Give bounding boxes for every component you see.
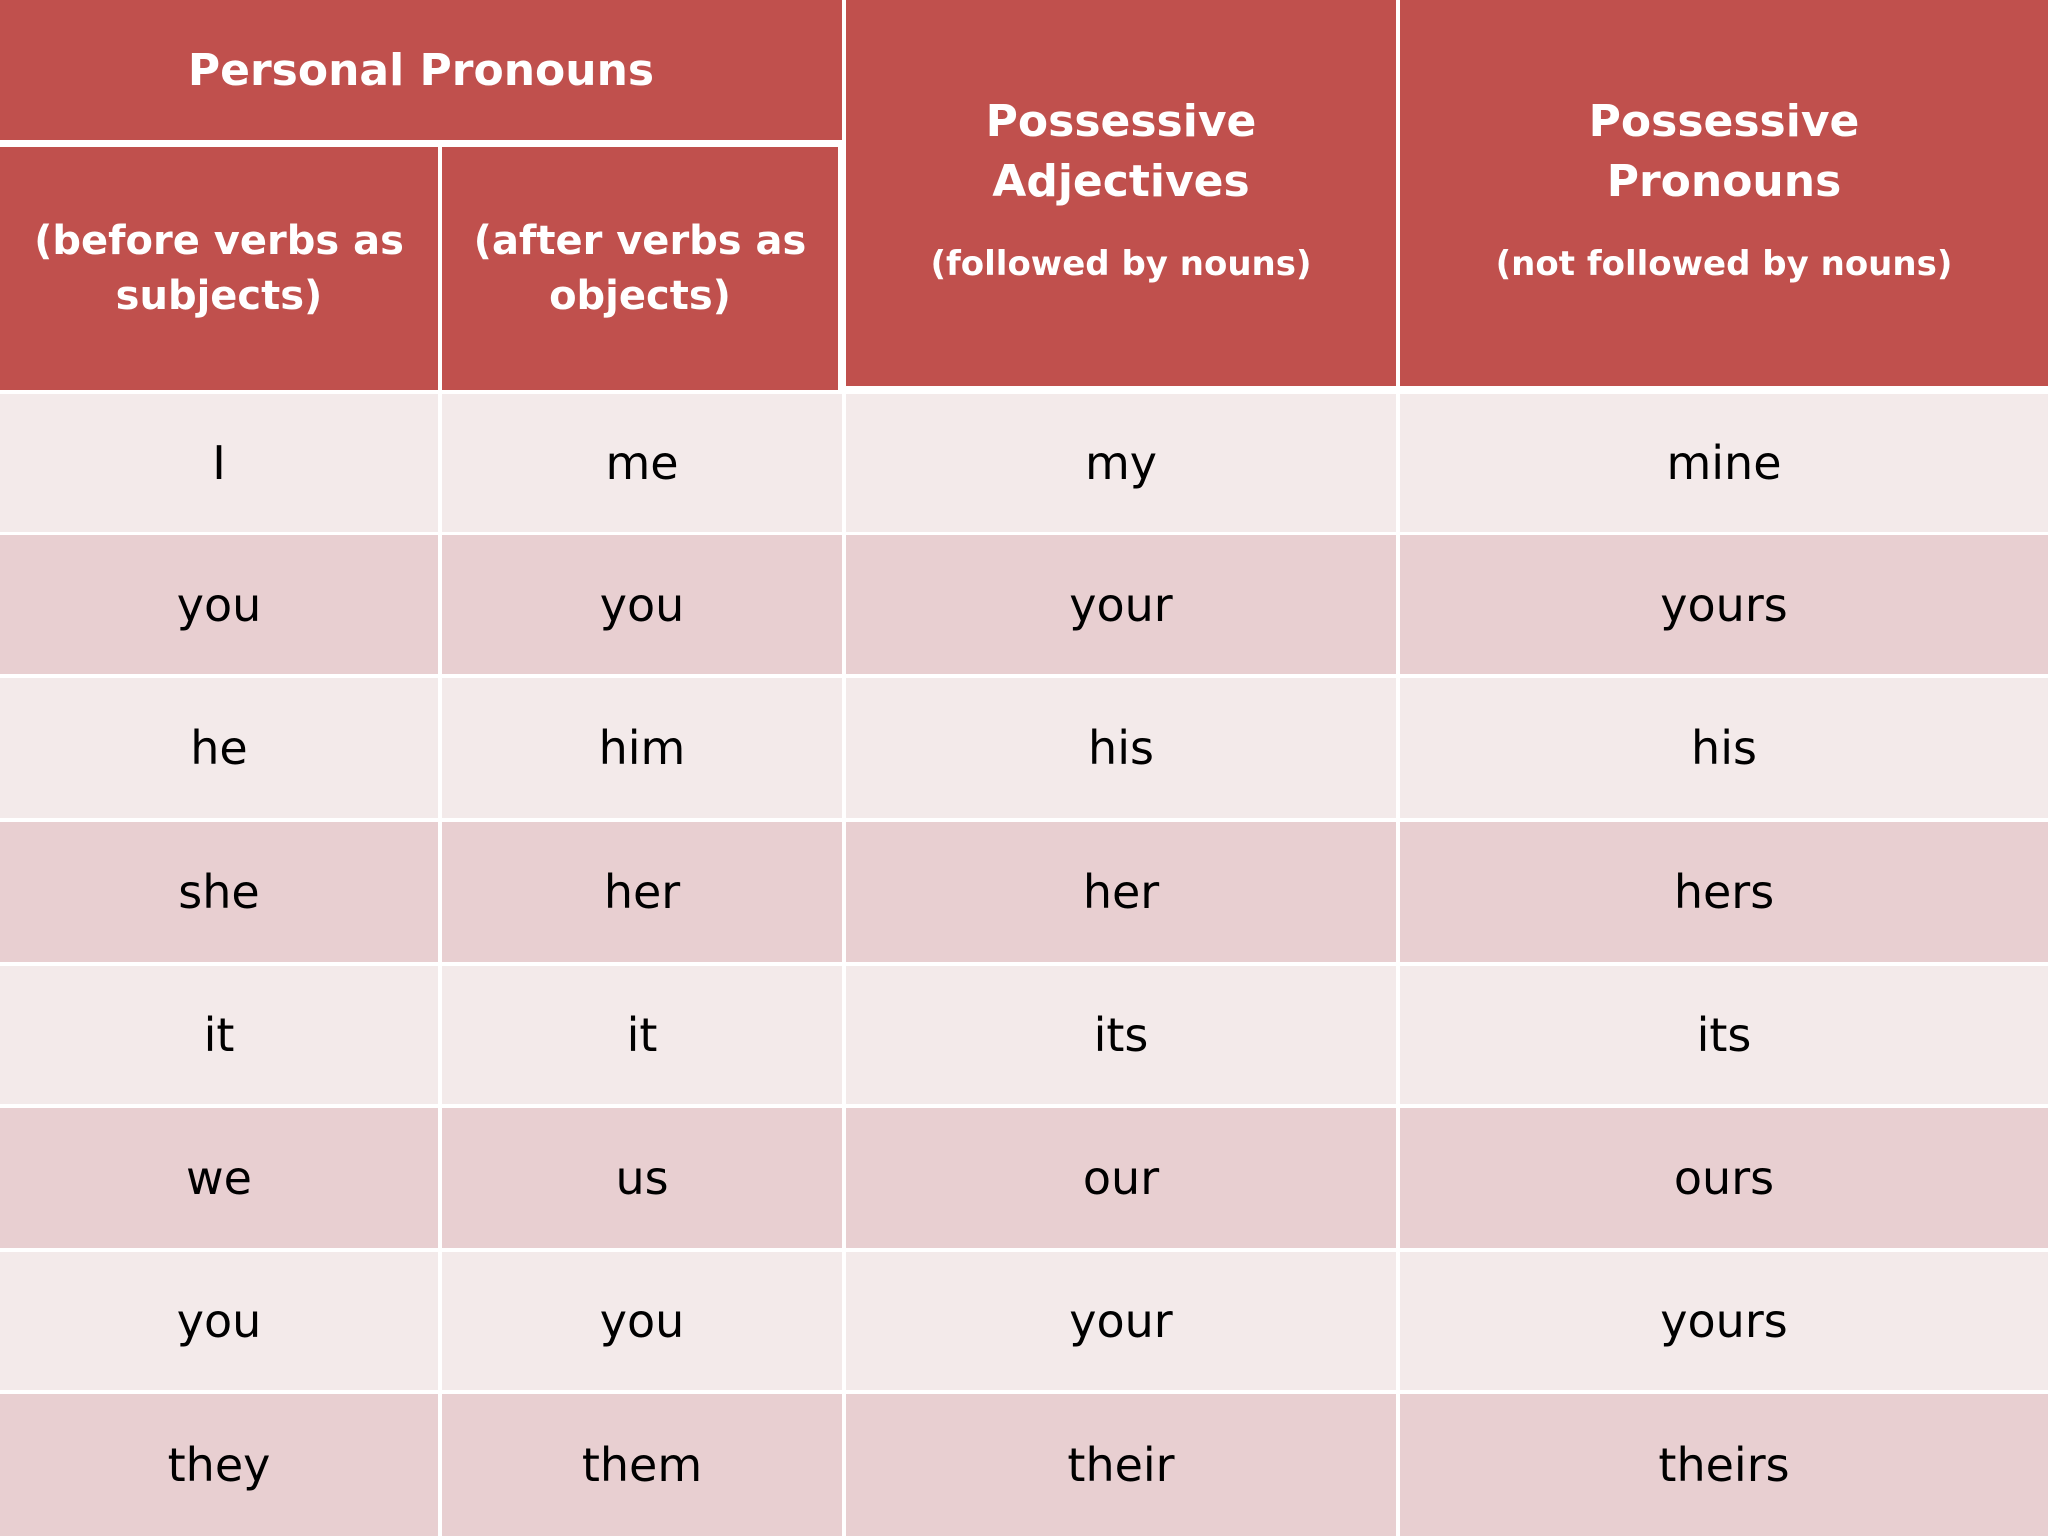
table-cell: we (0, 1108, 438, 1248)
cell-text: hers (1673, 865, 1775, 919)
cell-text: it (203, 1008, 235, 1062)
table-cell: its (1400, 966, 2048, 1104)
table-cell: yours (1400, 535, 2048, 674)
table-cell: you (0, 535, 438, 674)
table-cell: her (846, 822, 1396, 962)
cell-text: their (1067, 1438, 1175, 1492)
cell-text: its (1093, 1008, 1149, 1062)
table-cell: its (846, 966, 1396, 1104)
header-poss-adj-note: (followed by nouns) (930, 244, 1312, 284)
header-subjects-line1: (before verbs as (34, 217, 404, 264)
header-personal-pronouns-label: Personal Pronouns (187, 44, 655, 96)
table-cell: yours (1400, 1252, 2048, 1390)
cell-text: our (1082, 1151, 1160, 1205)
header-objects-line2: objects) (549, 272, 731, 319)
cell-text: you (176, 1294, 262, 1348)
table-cell: ours (1400, 1108, 2048, 1248)
table-cell: them (442, 1394, 842, 1536)
cell-text: its (1696, 1008, 1752, 1062)
cell-text: his (1088, 721, 1154, 775)
table-cell: our (846, 1108, 1396, 1248)
header-poss-pro-line1: Possessive (1588, 96, 1860, 147)
table-cell: it (442, 966, 842, 1104)
cell-text: my (1084, 436, 1158, 490)
table-cell: he (0, 678, 438, 818)
cell-text: he (190, 721, 248, 775)
header-subjects: (before verbs as subjects) (0, 147, 438, 390)
cell-text: yours (1660, 577, 1788, 632)
header-subjects-line2: subjects) (115, 272, 323, 319)
header-possessive-adjectives: Possessive Adjectives (followed by nouns… (846, 0, 1396, 386)
cell-text: yours (1660, 1294, 1788, 1348)
header-personal-pronouns: Personal Pronouns (0, 0, 842, 140)
table-cell: my (846, 394, 1396, 532)
table-cell: you (442, 535, 842, 674)
cell-text: theirs (1658, 1438, 1790, 1492)
table-cell: us (442, 1108, 842, 1248)
cell-text: mine (1666, 436, 1782, 490)
header-objects-line1: (after verbs as (473, 217, 807, 264)
table-cell: his (1400, 678, 2048, 818)
cell-text: her (1082, 865, 1160, 919)
table-cell: theirs (1400, 1394, 2048, 1536)
cell-text: your (1069, 1294, 1173, 1348)
table-cell: she (0, 822, 438, 962)
table-cell: I (0, 394, 438, 532)
table-cell: you (442, 1252, 842, 1390)
table-cell: your (846, 1252, 1396, 1390)
table-cell: you (0, 1252, 438, 1390)
table-cell: your (846, 535, 1396, 674)
header-poss-pro-line2: Pronouns (1606, 156, 1842, 207)
cell-text: I (212, 436, 226, 490)
cell-text: you (599, 577, 685, 632)
cell-text: us (615, 1151, 669, 1205)
header-poss-adj-line2: Adjectives (992, 156, 1250, 207)
cell-text: her (603, 865, 681, 919)
table-cell: him (442, 678, 842, 818)
cell-text: they (167, 1438, 271, 1492)
table-cell: hers (1400, 822, 2048, 962)
table-cell: her (442, 822, 842, 962)
cell-text: it (626, 1008, 658, 1062)
table-cell: his (846, 678, 1396, 818)
table-cell: they (0, 1394, 438, 1536)
cell-text: me (605, 436, 679, 490)
table-cell: mine (1400, 394, 2048, 532)
header-poss-pro-note: (not followed by nouns) (1495, 244, 1953, 284)
table-cell: their (846, 1394, 1396, 1536)
table-cell: it (0, 966, 438, 1104)
header-objects: (after verbs as objects) (442, 147, 838, 390)
header-poss-adj-line1: Possessive (985, 96, 1257, 147)
cell-text: we (186, 1151, 252, 1205)
cell-text: them (581, 1438, 703, 1492)
cell-text: you (599, 1294, 685, 1348)
cell-text: she (178, 865, 260, 919)
header-possessive-pronouns: Possessive Pronouns (not followed by nou… (1400, 0, 2048, 386)
table-cell: me (442, 394, 842, 532)
cell-text: his (1691, 721, 1757, 775)
cell-text: you (176, 577, 262, 632)
cell-text: ours (1673, 1151, 1775, 1205)
cell-text: him (598, 721, 686, 775)
cell-text: your (1069, 577, 1173, 632)
